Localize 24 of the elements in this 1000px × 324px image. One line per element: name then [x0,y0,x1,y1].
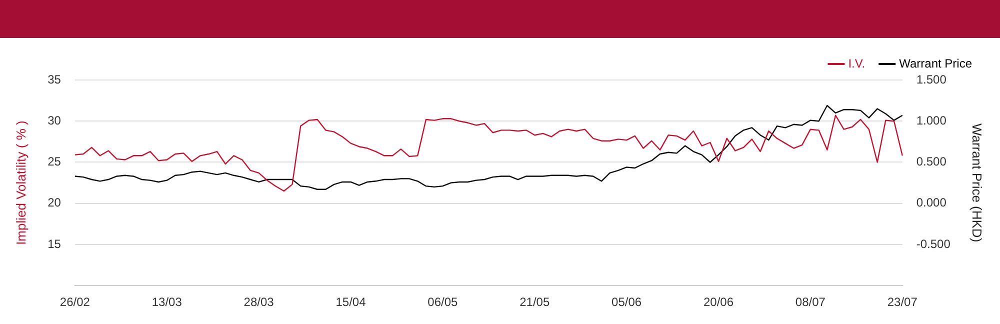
x-tick-label: 06/05 [428,295,458,310]
y-axis-title: Implied Volatility ( % ) [13,120,28,245]
y-tick-label: 15 [48,236,62,251]
y-tick-label: 35 [48,72,62,86]
y-tick-label: 25 [48,154,62,169]
x-tick-label: 05/06 [612,295,642,310]
y2-tick-label: 1.000 [916,113,947,128]
legend-label: I.V. [848,56,866,70]
y-tick-label: 20 [48,196,62,210]
x-tick-label: 13/03 [152,295,182,310]
x-tick-label: 21/05 [520,295,550,310]
y2-axis-title: Warrant Price (HKD) [970,123,985,242]
y-tick-label: 30 [48,113,62,128]
y2-tick-label: 0.000 [916,196,947,210]
x-tick-label: 26/02 [60,295,90,310]
x-tick-label: 15/04 [336,295,366,310]
x-tick-label: 20/06 [703,295,734,310]
x-tick-label: 08/07 [795,295,826,310]
y2-tick-label: 0.500 [916,154,947,169]
x-tick-label: 23/07 [887,295,918,310]
y2-tick-label: -0.500 [916,236,951,251]
y2-tick-label: 1.500 [916,72,947,86]
legend-label: Warrant Price [899,56,972,70]
x-tick-label: 28/03 [244,295,274,310]
